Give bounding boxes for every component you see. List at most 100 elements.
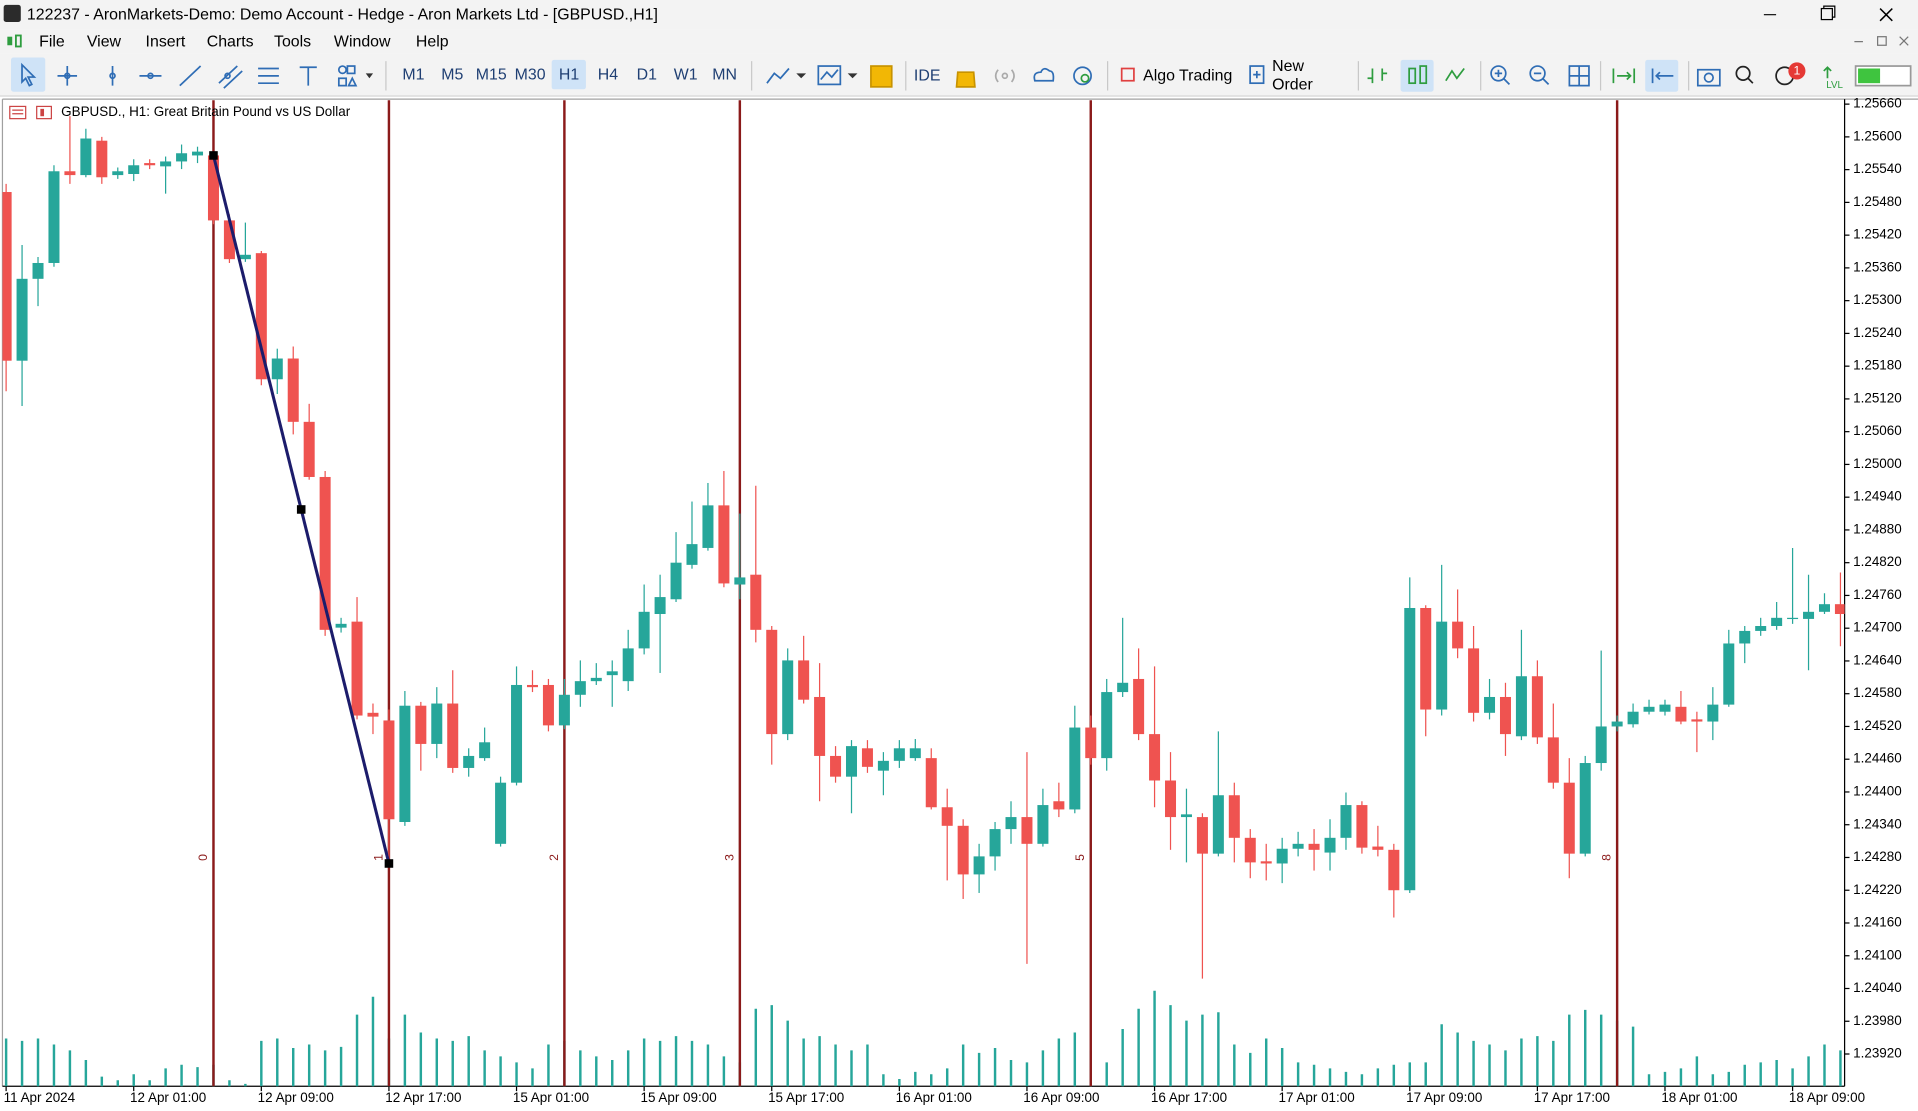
menu-item[interactable]: Charts [206, 31, 254, 51]
timeframe-button[interactable]: MN [712, 64, 737, 84]
separator [905, 61, 907, 91]
candle-body [1499, 696, 1511, 735]
fib-time-zone-label: 3 [722, 854, 736, 861]
candle-body [989, 829, 1001, 857]
candle-body [606, 671, 618, 676]
y-tick-label: 1.25360 [1853, 259, 1902, 274]
menu-bar: File View Insert Charts Tools Window Help [0, 29, 1918, 54]
candle-body [192, 151, 204, 156]
fib-time-zone-label: 5 [1073, 854, 1087, 861]
y-tick-label: 1.24940 [1853, 489, 1902, 504]
timeframe-button[interactable]: M30 [514, 64, 546, 84]
toolbar-icons [11, 57, 1912, 92]
candle-body [1563, 782, 1575, 854]
candle-body [16, 278, 28, 361]
y-tick-label: 1.24820 [1853, 554, 1902, 569]
y-tick-label: 1.24700 [1853, 620, 1902, 635]
candle-body [1388, 849, 1400, 891]
timeframe-button[interactable]: W1 [673, 64, 698, 84]
window-title: 122237 - AronMarkets-Demo: Demo Account … [26, 4, 658, 24]
candle-body [96, 140, 108, 178]
timeframe-button[interactable]: D1 [636, 64, 657, 84]
y-tick-label: 1.24040 [1853, 980, 1902, 995]
candle-body [1324, 837, 1336, 853]
candle-body [1037, 805, 1049, 844]
candle-body [845, 746, 858, 777]
y-tick-label: 1.25480 [1853, 194, 1902, 209]
menu-item[interactable]: Tools [273, 31, 312, 51]
candle-body [1468, 648, 1480, 713]
y-tick-label: 1.23980 [1853, 1013, 1902, 1028]
candle-body [893, 748, 905, 761]
candle-body [654, 597, 666, 615]
y-tick-label: 1.24460 [1853, 751, 1902, 766]
candle-body [32, 262, 44, 279]
chart: 1.25660 1.25600 1.25540 1.25480 1.25420 1.253… [0, 97, 1918, 1111]
candle-body [1803, 611, 1815, 619]
candle-body [160, 161, 172, 167]
candle-body [686, 544, 698, 565]
candle-body [1707, 704, 1719, 722]
y-tick-label: 1.24340 [1853, 816, 1902, 831]
x-tick-label: 18 Apr 01:00 [1661, 1090, 1737, 1105]
candle-body [223, 220, 235, 260]
candle-body [941, 807, 953, 826]
title-bar: 122237 - AronMarkets-Demo: Demo Account … [0, 0, 1918, 30]
candle-body [271, 358, 283, 380]
menu-item[interactable]: File [39, 31, 65, 51]
toolbar: IDE Algo Trading New Order 1 LVL M1 M5 M15… [0, 53, 1918, 97]
fib-time-zone-label: 1 [371, 854, 385, 861]
trendline-anchor [209, 151, 218, 160]
candle-body [255, 253, 267, 380]
timeframe-button[interactable]: H1 [551, 59, 587, 90]
candle-body [1053, 801, 1065, 810]
timeframe-button[interactable]: M5 [441, 64, 464, 84]
candle-body [957, 825, 969, 875]
trendline-anchor [296, 505, 306, 514]
new-order-button[interactable]: New Order [1272, 56, 1313, 93]
candle-body [1196, 817, 1208, 854]
candle-body [176, 153, 188, 162]
candle-body [1452, 621, 1464, 649]
y-tick-label: 1.24160 [1853, 915, 1902, 930]
menu-item[interactable]: Window [333, 31, 391, 51]
candle-body [1308, 843, 1320, 850]
child-window-controls[interactable] [1845, 32, 1918, 52]
x-tick-label: 12 Apr 01:00 [130, 1090, 206, 1105]
candle-body [1611, 721, 1623, 727]
candle-body [1484, 696, 1496, 713]
app-icon [3, 4, 21, 23]
separator [385, 61, 387, 91]
candle-body [1372, 846, 1384, 850]
y-tick-label: 1.24220 [1853, 882, 1902, 897]
timeframe-button[interactable]: M15 [475, 64, 507, 84]
timeframe-button[interactable]: H4 [597, 64, 619, 84]
candle-body [1659, 704, 1671, 712]
fib-time-zone-label: 8 [1600, 854, 1614, 861]
candle-body [909, 748, 921, 759]
algo-trading-button[interactable]: Algo Trading [1143, 65, 1233, 84]
ide-button[interactable]: IDE [913, 65, 941, 84]
menu-item[interactable]: Help [415, 31, 449, 51]
candle-body [303, 421, 315, 477]
candle-body [830, 755, 842, 777]
menu-item[interactable]: View [86, 31, 122, 51]
x-tick-label: 11 Apr 2024 [4, 1090, 76, 1105]
menu-icon [7, 34, 22, 48]
candle-body [1547, 737, 1559, 783]
menu-item[interactable]: Insert [145, 31, 186, 51]
x-tick-label: 12 Apr 09:00 [258, 1090, 334, 1105]
timeframe-button[interactable]: M1 [402, 64, 425, 84]
y-tick-label: 1.25600 [1853, 128, 1902, 143]
y-tick-label: 1.25420 [1853, 227, 1902, 242]
candle-body [479, 742, 491, 759]
x-tick-label: 15 Apr 01:00 [513, 1090, 589, 1105]
y-tick-label: 1.25240 [1853, 325, 1902, 340]
y-tick-label: 1.24100 [1853, 947, 1902, 962]
window-controls[interactable] [1749, 0, 1918, 29]
separator [1357, 61, 1359, 91]
candle-body [1787, 617, 1799, 620]
y-tick-label: 1.24580 [1853, 685, 1902, 700]
candle-body [877, 760, 889, 771]
